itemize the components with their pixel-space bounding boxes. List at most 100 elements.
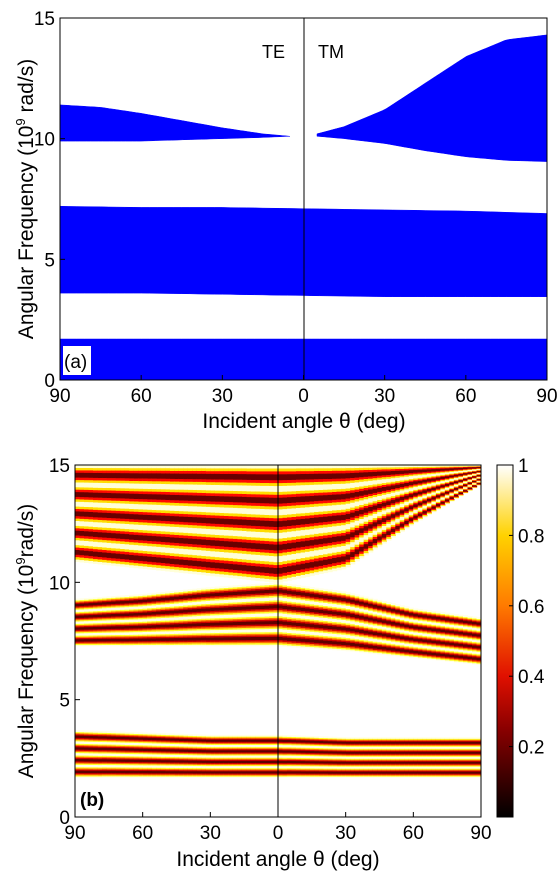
heatmap-cell bbox=[192, 489, 198, 493]
heatmap-cell bbox=[278, 541, 284, 545]
heatmap-cell bbox=[88, 535, 94, 539]
heatmap-cell bbox=[232, 484, 238, 489]
heatmap-cell bbox=[205, 539, 211, 543]
heatmap-cell bbox=[237, 552, 243, 557]
heatmap-cell bbox=[241, 519, 247, 523]
heatmap-cell bbox=[84, 598, 90, 600]
heatmap-cell bbox=[165, 555, 171, 559]
heatmap-cell bbox=[169, 531, 175, 535]
heatmap-cell bbox=[232, 563, 238, 568]
heatmap-cell bbox=[124, 538, 130, 542]
heatmap-cell bbox=[169, 558, 175, 562]
heatmap-cell bbox=[102, 489, 108, 493]
heatmap-cell bbox=[97, 544, 103, 548]
heatmap-cell bbox=[264, 578, 270, 582]
heatmap-cell bbox=[165, 512, 171, 516]
heatmap-cell bbox=[214, 539, 220, 544]
heatmap-cell bbox=[273, 552, 279, 557]
heatmap-cell bbox=[232, 465, 238, 469]
heatmap-cell bbox=[273, 470, 279, 475]
heatmap-cell bbox=[160, 507, 166, 511]
heatmap-cell bbox=[250, 522, 256, 526]
heatmap-cell bbox=[269, 570, 275, 574]
heatmap-cell bbox=[223, 509, 229, 514]
heatmap-cell bbox=[269, 502, 275, 507]
heatmap-cell bbox=[147, 506, 153, 510]
heatmap-cell bbox=[246, 467, 252, 472]
heatmap-cell bbox=[147, 537, 153, 541]
heatmap-cell bbox=[219, 470, 225, 474]
panel-a-x-tick-label: 60 bbox=[455, 386, 476, 407]
heatmap-cell bbox=[192, 481, 198, 485]
heatmap-cell bbox=[115, 555, 121, 559]
heatmap-cell bbox=[79, 486, 85, 490]
heatmap-cell bbox=[79, 511, 85, 514]
heatmap-cell bbox=[174, 489, 180, 493]
heatmap-cell bbox=[79, 501, 85, 505]
heatmap-cell bbox=[147, 553, 153, 557]
heatmap-cell bbox=[214, 481, 220, 485]
heatmap-cell bbox=[88, 521, 94, 525]
heatmap-cell bbox=[102, 514, 108, 518]
heatmap-cell bbox=[278, 549, 284, 554]
heatmap-cell bbox=[147, 561, 153, 565]
heatmap-cell bbox=[196, 552, 202, 556]
heatmap-cell bbox=[124, 492, 130, 496]
heatmap-cell bbox=[79, 518, 85, 522]
heatmap-cell bbox=[106, 539, 112, 543]
heatmap-cell bbox=[192, 535, 198, 539]
heatmap-cell bbox=[260, 534, 266, 538]
heatmap-cell bbox=[255, 565, 261, 570]
heatmap-cell bbox=[75, 556, 81, 560]
heatmap-cell bbox=[142, 537, 148, 541]
heatmap-cell bbox=[246, 556, 252, 560]
heatmap-cell bbox=[223, 540, 229, 544]
heatmap-cell bbox=[138, 506, 144, 510]
heatmap-cell bbox=[138, 467, 144, 471]
heatmap-cell bbox=[183, 510, 189, 515]
heatmap-cell bbox=[228, 524, 234, 528]
heatmap-cell bbox=[223, 562, 229, 567]
heatmap-cell bbox=[88, 526, 94, 530]
heatmap-cell bbox=[192, 538, 198, 542]
heatmap-cell bbox=[183, 473, 189, 477]
heatmap-cell bbox=[241, 547, 247, 551]
heatmap-cell bbox=[138, 498, 144, 502]
heatmap-cell bbox=[264, 514, 270, 518]
heatmap-cell bbox=[102, 499, 108, 503]
heatmap-cell bbox=[201, 530, 207, 535]
heatmap-cell bbox=[255, 560, 261, 564]
heatmap-cell bbox=[178, 548, 184, 552]
heatmap-cell bbox=[133, 480, 139, 484]
heatmap-cell bbox=[106, 532, 112, 536]
heatmap-cell bbox=[111, 525, 117, 529]
heatmap-cell bbox=[160, 536, 166, 540]
heatmap-cell bbox=[147, 540, 153, 544]
heatmap-cell bbox=[165, 517, 171, 522]
heatmap-cell bbox=[201, 465, 207, 469]
heatmap-cell bbox=[102, 502, 108, 506]
heatmap-cell bbox=[97, 551, 103, 555]
heatmap-cell bbox=[79, 525, 85, 529]
heatmap-cell bbox=[133, 534, 139, 538]
heatmap-cell bbox=[97, 484, 103, 488]
heatmap-cell bbox=[192, 546, 198, 550]
heatmap-cell bbox=[192, 475, 198, 480]
heatmap-cell bbox=[269, 567, 275, 571]
heatmap-cell bbox=[142, 511, 148, 515]
heatmap-cell bbox=[106, 477, 112, 481]
heatmap-cell bbox=[151, 496, 157, 500]
heatmap-cell bbox=[214, 484, 220, 488]
heatmap-cell bbox=[156, 556, 162, 560]
heatmap-cell bbox=[174, 563, 180, 568]
heatmap-cell bbox=[147, 475, 153, 479]
heatmap-cell bbox=[156, 559, 162, 563]
heatmap-cell bbox=[111, 555, 117, 559]
heatmap-cell bbox=[138, 539, 144, 543]
heatmap-cell bbox=[142, 553, 148, 557]
heatmap-cell bbox=[138, 513, 144, 518]
heatmap-cell bbox=[169, 568, 175, 572]
heatmap-cell bbox=[241, 516, 247, 520]
heatmap-cell bbox=[133, 526, 139, 530]
heatmap-cell bbox=[205, 555, 211, 560]
